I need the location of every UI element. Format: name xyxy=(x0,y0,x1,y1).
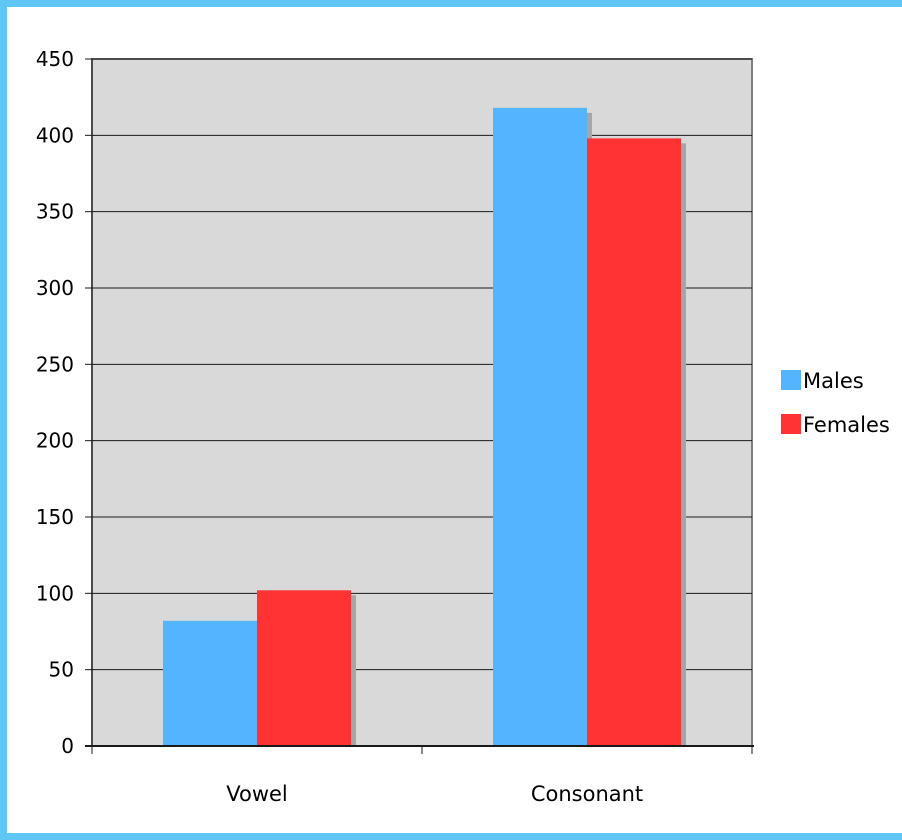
bars xyxy=(163,107,686,747)
axes xyxy=(85,59,754,754)
y-tick-label: 450 xyxy=(36,47,74,71)
y-tick-label: 100 xyxy=(36,581,74,605)
y-tick-labels: 0 50 100 150 200 250 300 350 400 450 xyxy=(36,47,74,758)
y-tick-label: 200 xyxy=(36,429,74,453)
legend-label-females: Females xyxy=(803,413,890,437)
y-tick-label: 150 xyxy=(36,505,74,529)
legend-label-males: Males xyxy=(803,369,864,393)
y-tick-label: 50 xyxy=(49,658,74,682)
legend: Males Females xyxy=(781,369,890,437)
bar-females-vowel xyxy=(257,590,351,746)
x-category-label: Consonant xyxy=(531,782,643,806)
bar-males-vowel xyxy=(163,620,257,746)
y-tick-label: 350 xyxy=(36,200,74,224)
bar-males-consonant xyxy=(493,107,587,746)
legend-swatch-males xyxy=(781,370,801,390)
x-category-label: Vowel xyxy=(226,782,288,806)
legend-swatch-females xyxy=(781,414,801,434)
bar-females-consonant xyxy=(587,138,681,747)
y-tick-label: 250 xyxy=(36,352,74,376)
category-labels: Vowel Consonant xyxy=(226,782,643,806)
y-tick-label: 300 xyxy=(36,276,74,300)
y-tick-label: 0 xyxy=(61,734,74,758)
y-tick-label: 400 xyxy=(36,123,74,147)
